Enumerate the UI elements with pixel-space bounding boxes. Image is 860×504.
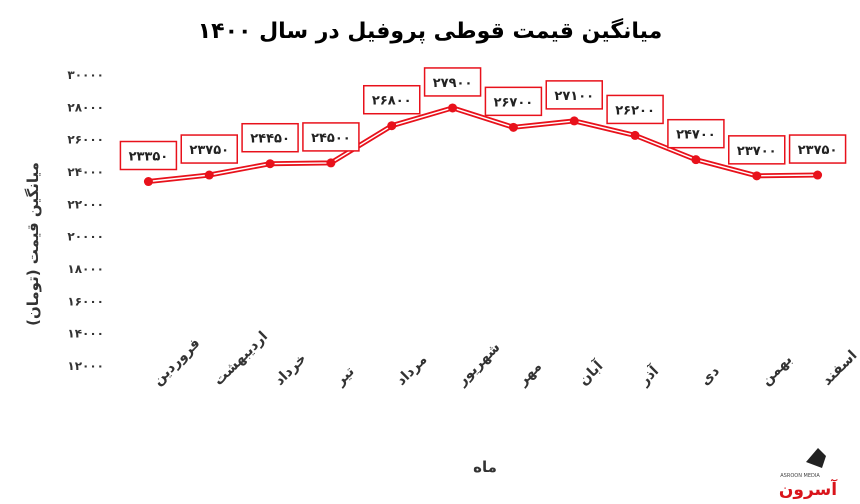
data-point: [691, 155, 701, 165]
data-label-box: [302, 122, 360, 152]
data-label: ۲۴۷۰۰: [667, 118, 725, 149]
data-label-box: [484, 86, 543, 117]
y-tick-label: ۱۶۰۰۰: [67, 294, 104, 308]
x-tick-label: تیر: [332, 364, 358, 390]
data-label-box: [545, 80, 603, 110]
x-tick-label: آبان: [574, 356, 607, 389]
data-label: ۲۳۳۵۰: [119, 140, 178, 171]
y-tick-label: ۱۲۰۰۰: [67, 359, 104, 373]
data-label-text: ۲۷۱۰۰: [554, 89, 594, 104]
series-line: [145, 105, 821, 184]
y-tick-label: ۲۸۰۰۰: [67, 100, 104, 114]
data-label: ۲۶۸۰۰: [363, 84, 421, 115]
chart-title: میانگین قیمت قوطی پروفیل در سال ۱۴۰۰: [198, 17, 663, 44]
data-point: [265, 159, 275, 169]
x-tick-label: خرداد: [272, 351, 310, 389]
x-tick-label: آذر: [634, 361, 662, 389]
data-label-text: ۲۴۴۵۰: [250, 132, 290, 147]
x-tick-label: مهر: [514, 359, 545, 390]
data-label-text: ۲۴۵۰۰: [311, 131, 351, 146]
data-label: ۲۴۵۰۰: [302, 122, 360, 152]
data-label: ۲۳۷۵۰: [788, 134, 847, 164]
y-tick-label: ۲۴۰۰۰: [67, 165, 104, 179]
data-points: [143, 103, 823, 187]
data-point: [326, 158, 336, 168]
data-label-box: [119, 140, 178, 171]
x-axis-ticks: فروردین اردیبهشت خرداد تیر مرداد شهریور مهر آبا…: [150, 328, 860, 389]
series-line-inner: [147, 107, 819, 183]
x-tick-label: فروردین: [150, 335, 204, 389]
data-label-box: [667, 118, 725, 149]
data-label: ۲۷۱۰۰: [545, 80, 603, 110]
x-tick-label: اردیبهشت: [211, 328, 271, 388]
data-label-text: ۲۶۷۰۰: [494, 95, 534, 110]
x-tick-label: بهمن: [758, 352, 795, 389]
data-label-text: ۲۳۷۵۰: [189, 143, 229, 158]
data-point: [387, 121, 397, 131]
data-point: [143, 177, 153, 187]
data-point: [813, 170, 823, 180]
x-tick-label: مرداد: [393, 352, 430, 389]
data-labels: ۲۳۳۵۰ ۲۳۷۵۰ ۲۴۴۵۰ ۲۴۵۰۰ ۲۶۸۰۰ ۲۷۹۰۰ ۲۶۷۰۰ ۲۷۱۰۰…: [119, 67, 847, 171]
data-label: ۲۳۷۰۰: [728, 135, 786, 165]
y-tick-label: ۱۸۰۰۰: [67, 262, 104, 276]
data-label: ۲۶۷۰۰: [484, 86, 543, 117]
data-label-text: ۲۶۸۰۰: [372, 94, 412, 109]
y-tick-label: ۲۲۰۰۰: [67, 197, 104, 211]
logo-text: آسرون: [779, 478, 838, 500]
logo-emblem-icon: [806, 448, 826, 468]
data-label: ۲۴۴۵۰: [241, 122, 299, 153]
y-tick-label: ۱۴۰۰۰: [67, 327, 104, 341]
data-label-box: [423, 67, 482, 97]
y-tick-label: ۳۰۰۰۰: [67, 68, 104, 82]
data-point: [508, 122, 518, 132]
data-point: [630, 130, 640, 140]
data-label-text: ۲۷۹۰۰: [433, 76, 473, 91]
data-label: ۲۶۲۰۰: [606, 94, 664, 125]
x-tick-label: شهریور: [453, 339, 503, 389]
x-tick-label: اسفند: [819, 347, 860, 388]
data-point: [569, 116, 579, 126]
data-label-box: [180, 134, 238, 164]
data-label-text: ۲۳۳۵۰: [129, 150, 169, 165]
data-label-box: [363, 84, 421, 115]
x-tick-label: دی: [697, 363, 722, 388]
x-axis-label: ماه: [473, 458, 497, 476]
data-label: ۲۳۷۵۰: [180, 134, 238, 164]
logo-subtext: ASROON MEDIA: [780, 473, 820, 479]
data-point: [752, 171, 762, 181]
data-label-text: ۲۶۲۰۰: [615, 103, 655, 118]
data-point: [448, 103, 458, 113]
data-label-box: [241, 122, 299, 153]
data-label-text: ۲۳۷۵۰: [798, 143, 838, 158]
y-tick-label: ۲۰۰۰۰: [67, 230, 104, 244]
data-label-box: [606, 94, 664, 125]
data-label: ۲۷۹۰۰: [423, 67, 482, 97]
data-label-box: [728, 135, 786, 165]
data-label-box: [788, 134, 847, 164]
y-axis-label: میانگین قیمت (تومان): [24, 162, 42, 326]
y-axis-ticks: ۱۲۰۰۰ ۱۴۰۰۰ ۱۶۰۰۰ ۱۸۰۰۰ ۲۰۰۰۰ ۲۲۰۰۰ ۲۴۰۰۰ ۲۶۰۰۰…: [67, 68, 104, 373]
data-label-text: ۲۳۷۰۰: [737, 144, 777, 159]
y-tick-label: ۲۶۰۰۰: [67, 133, 104, 147]
asroon-logo: ASROON MEDIA آسرون: [779, 448, 838, 500]
data-label-text: ۲۴۷۰۰: [676, 128, 716, 143]
data-point: [204, 170, 214, 180]
